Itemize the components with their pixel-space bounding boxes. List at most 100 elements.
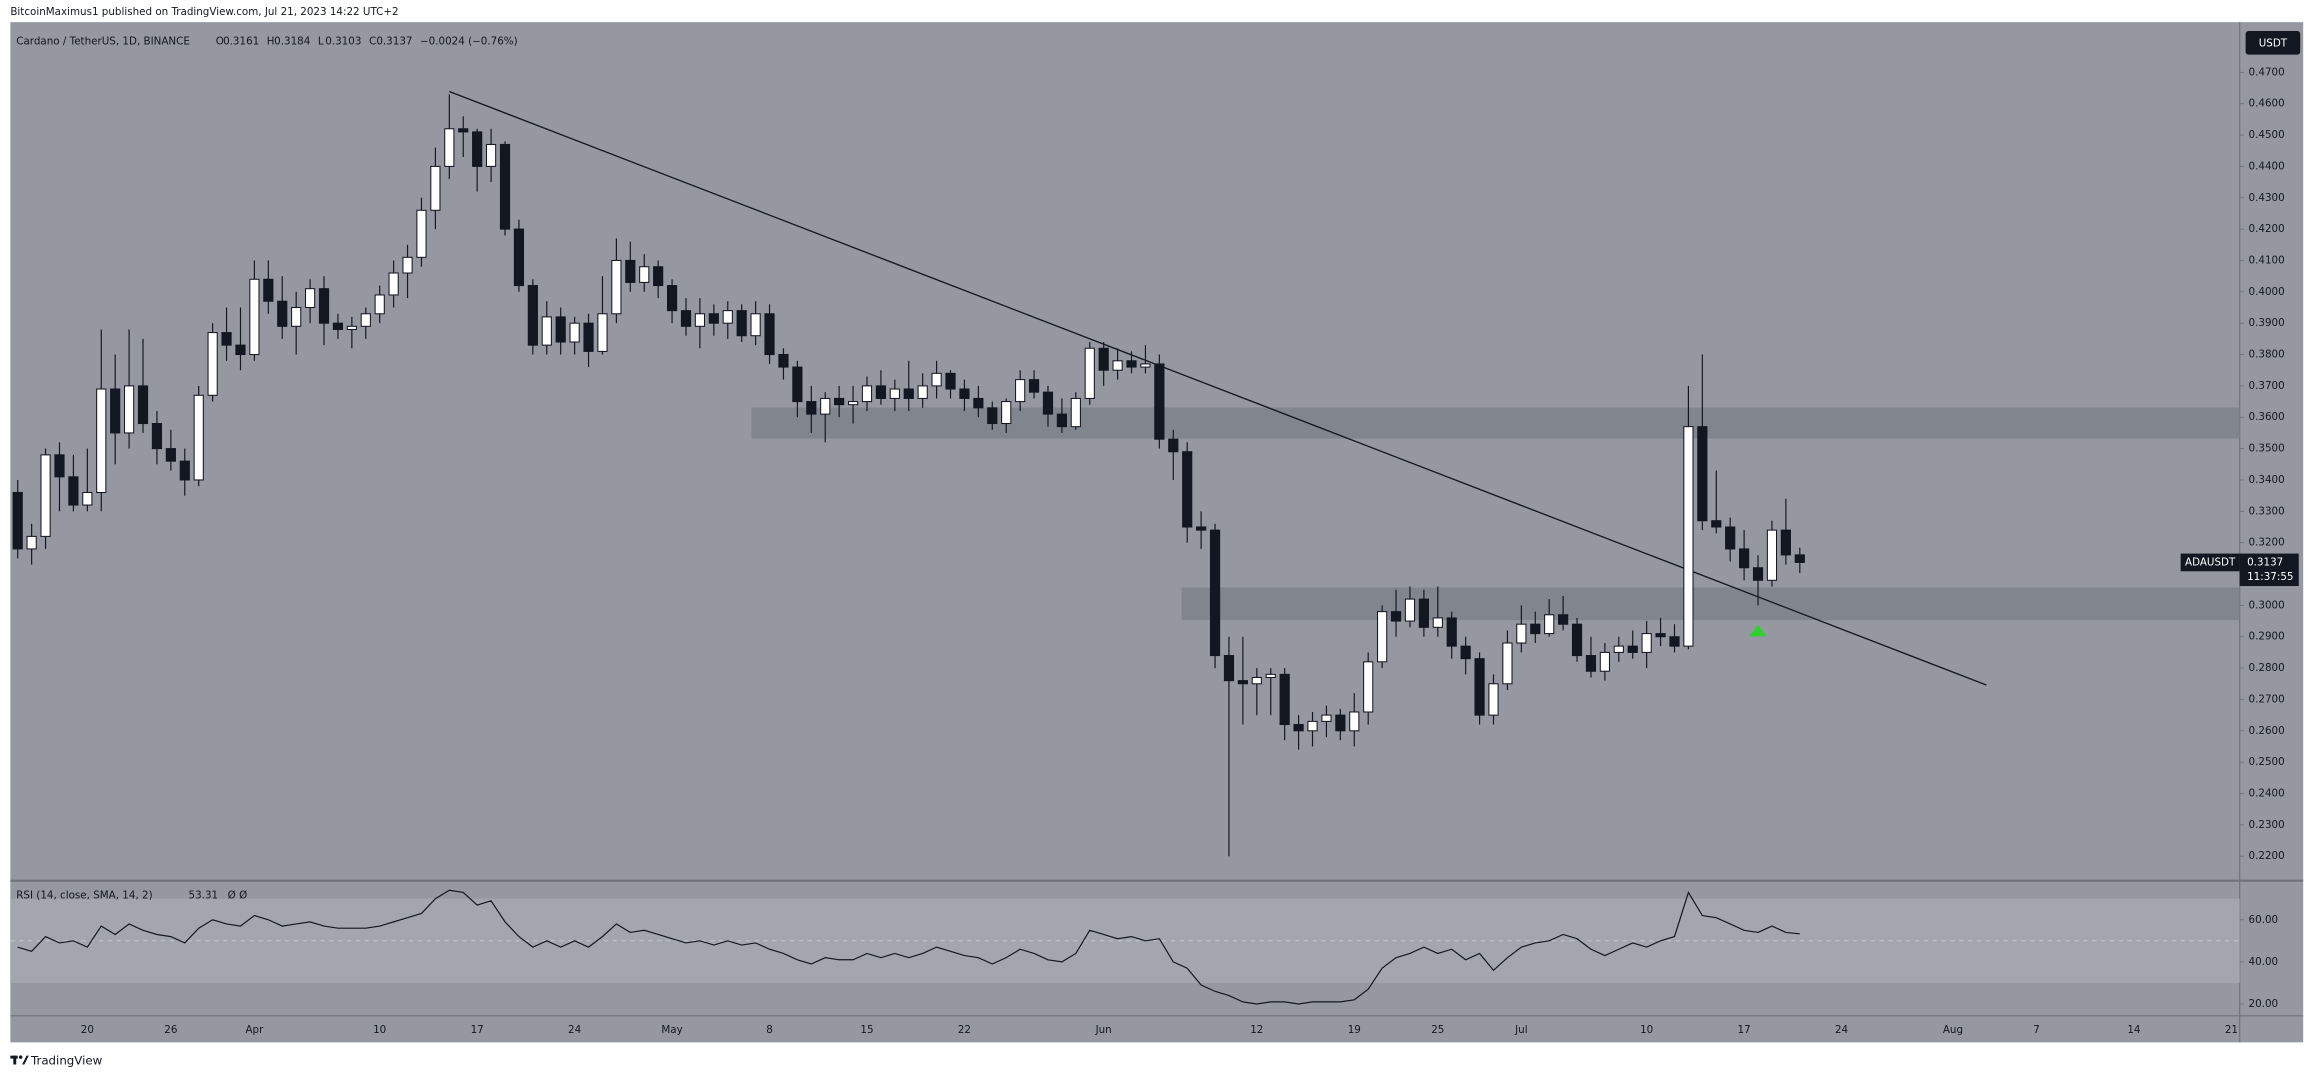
y-tick-label: 0.3000 [2249, 599, 2285, 611]
candle-body [1711, 520, 1722, 528]
candle-body [1390, 611, 1402, 622]
x-tick-label: Jul [1514, 1024, 1527, 1036]
chart-background [10, 22, 2304, 1043]
candle-body [1349, 711, 1360, 732]
candle-body [1460, 645, 1471, 660]
y-tick-label: 0.4600 [2249, 98, 2285, 110]
y-tick-label: 0.4000 [2249, 286, 2285, 298]
ohlc-letter: O [216, 35, 224, 47]
y-tick-label: 0.2800 [2249, 662, 2285, 674]
candle-body [541, 316, 552, 346]
candle-body [388, 272, 399, 296]
candle-body [1780, 529, 1791, 556]
candle-body [1418, 598, 1429, 628]
signal-arrow [1749, 624, 1767, 637]
candle-body [110, 388, 121, 434]
ohlc-value: 0.3103 [325, 35, 361, 47]
candle-body [1001, 401, 1012, 425]
brand: TradingView [30, 1053, 103, 1067]
y-tick-label: 0.3600 [2249, 411, 2285, 423]
x-tick-label: 10 [1640, 1024, 1653, 1036]
candle-body [1404, 598, 1416, 622]
x-tick-label: 17 [1738, 1024, 1751, 1036]
candle-body [792, 366, 803, 403]
candle-body [318, 288, 330, 324]
candle-body [945, 372, 956, 390]
candle-body [1544, 614, 1555, 635]
support-resistance-zone [751, 407, 2240, 439]
candle-body [1794, 554, 1805, 563]
y-tick-label: 0.4100 [2249, 254, 2285, 266]
y-tick-label: 0.2500 [2249, 756, 2285, 768]
candle-body [263, 278, 274, 302]
candle-body [987, 407, 998, 425]
candle-body [1725, 526, 1736, 550]
candle-body [165, 448, 176, 462]
candle-body [680, 310, 692, 327]
candle-body [875, 385, 887, 399]
candle-body [1613, 645, 1624, 653]
candle-body [360, 313, 371, 327]
candle-body [1251, 676, 1262, 685]
candle-body [1015, 379, 1026, 403]
y-tick-label: 0.3800 [2249, 349, 2285, 361]
candle-body [1265, 673, 1276, 679]
candle-body [1070, 397, 1081, 428]
candle-body [611, 259, 622, 315]
candle-body [1739, 548, 1750, 569]
candle-body [96, 388, 107, 494]
ohlc-value: 0.3184 [274, 35, 310, 47]
x-tick-label: 24 [1835, 1024, 1848, 1036]
candle-body [151, 422, 163, 450]
x-tick-label: 17 [471, 1024, 484, 1036]
y-tick-label: 0.4400 [2249, 160, 2285, 172]
candle-body [499, 143, 511, 230]
candle-body [1627, 645, 1638, 653]
candle-body [847, 401, 859, 406]
candle-body [861, 385, 873, 403]
candle-body [931, 372, 942, 387]
candle-body [304, 288, 316, 309]
candle-body [416, 209, 427, 258]
last-price-tag [2239, 553, 2299, 587]
rsi-band [10, 898, 2240, 983]
x-tick-label: 20 [81, 1024, 94, 1036]
candle-body [1516, 623, 1527, 644]
candle-body [1028, 379, 1040, 393]
candle-body [583, 322, 594, 352]
y-tick-label: 0.4500 [2249, 129, 2285, 141]
support-resistance-zone [1181, 587, 2240, 621]
candle-body [1363, 661, 1374, 713]
candle-body [1307, 720, 1318, 732]
x-tick-label: 26 [164, 1024, 177, 1036]
candle-body [193, 394, 204, 481]
candle-body [1766, 529, 1778, 581]
trendline [449, 90, 1987, 686]
x-tick-label: Apr [245, 1024, 264, 1036]
candle-body [124, 385, 135, 434]
candle-body [207, 332, 218, 396]
candle-body [903, 388, 914, 399]
candle-body [1641, 633, 1652, 653]
candle-body [666, 285, 678, 312]
x-tick-label: 21 [2225, 1024, 2238, 1036]
change-value: −0.0024 (−0.76%) [420, 35, 518, 47]
rsi-ma-values: Ø Ø [228, 889, 248, 901]
candle-body [1112, 360, 1123, 371]
rsi-y-tick-label: 60.00 [2249, 914, 2279, 926]
symbol-tag-label: ADAUSDT [2185, 556, 2236, 568]
candle-body [332, 322, 344, 330]
candle-body [12, 491, 23, 550]
candle-body [1377, 611, 1388, 663]
candle-body [179, 460, 190, 481]
y-tick-label: 0.4200 [2249, 223, 2285, 235]
candle-body [458, 128, 469, 133]
y-tick-label: 0.4700 [2249, 66, 2285, 78]
tv-logo [10, 1055, 29, 1065]
y-tick-label: 0.3700 [2249, 380, 2285, 392]
ohlc-letter: H [267, 35, 275, 47]
x-tick-label: 19 [1348, 1024, 1361, 1036]
x-tick-label: 24 [568, 1024, 581, 1036]
candle-body [1669, 636, 1680, 647]
y-tick-label: 0.3200 [2249, 537, 2285, 549]
